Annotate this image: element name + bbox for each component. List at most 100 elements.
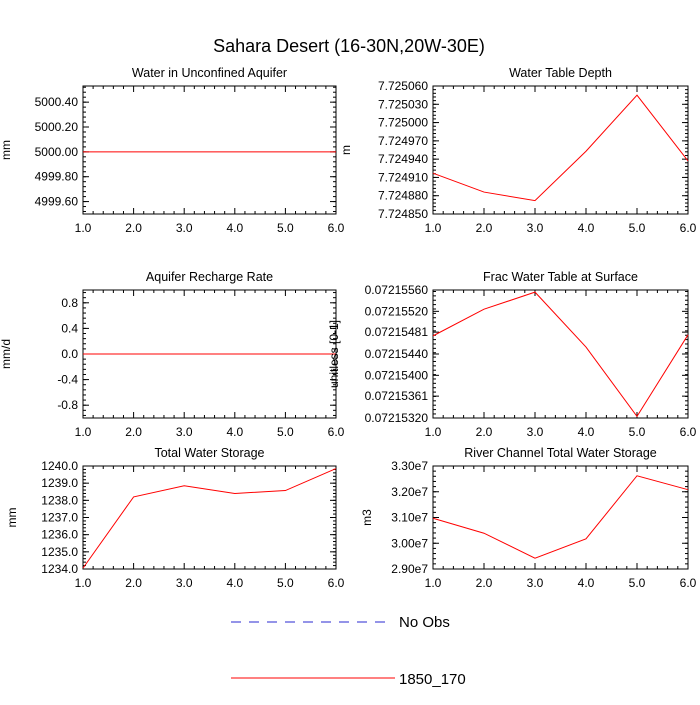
x-tick-label: 1.0: [425, 576, 442, 590]
panel-frame: [432, 289, 689, 419]
panel-title: Total Water Storage: [154, 446, 264, 460]
x-tick-label: 2.0: [125, 221, 142, 235]
y-tick-label: 0.07215440: [365, 347, 429, 361]
panel-4: Frac Water Table at Surface unitless [0-1…: [327, 270, 697, 439]
legend-label-no-obs: No Obs: [399, 614, 450, 631]
y-tick-label: 0.07215520: [365, 304, 429, 318]
y-tick-label: 2.90e7: [391, 562, 428, 576]
panel-title: Water Table Depth: [509, 66, 612, 80]
y-tick-label: 0.07215560: [365, 283, 429, 297]
x-tick-label: 1.0: [425, 425, 442, 439]
y-tick-label: 0.0: [61, 347, 78, 361]
x-tick-label: 4.0: [226, 576, 243, 590]
x-tick-label: 6.0: [680, 425, 697, 439]
y-tick-label: 3.00e7: [391, 536, 428, 550]
y-tick-label: 1236.0: [41, 528, 78, 542]
x-tick-label: 5.0: [629, 425, 646, 439]
panel-title: Water in Unconfined Aquifer: [132, 66, 287, 80]
x-tick-label: 3.0: [527, 221, 544, 235]
x-tick-label: 2.0: [125, 425, 142, 439]
y-tick-label: 3.10e7: [391, 511, 428, 525]
panel-frame: [82, 465, 337, 570]
y-tick-label: 5000.20: [35, 120, 79, 134]
x-tick-label: 1.0: [75, 576, 92, 590]
x-tick-label: 3.0: [527, 425, 544, 439]
y-axis-label: m: [339, 145, 353, 155]
y-tick-label: 1240.0: [41, 459, 78, 473]
x-tick-label: 2.0: [125, 576, 142, 590]
y-tick-label: 0.07215320: [365, 411, 429, 425]
y-tick-label: 7.725060: [378, 79, 428, 93]
y-tick-label: -0.8: [57, 398, 78, 412]
panel-title: River Channel Total Water Storage: [464, 446, 657, 460]
series-line: [82, 468, 337, 569]
x-tick-label: 6.0: [328, 221, 345, 235]
x-tick-label: 2.0: [476, 425, 493, 439]
series-line: [432, 94, 689, 202]
y-tick-label: 7.725030: [378, 97, 428, 111]
y-axis-label: mm/d: [0, 339, 13, 369]
y-tick-label: 0.07215361: [365, 389, 429, 403]
x-tick-label: 6.0: [328, 576, 345, 590]
y-tick-label: 4999.80: [35, 170, 79, 184]
x-tick-label: 3.0: [176, 576, 193, 590]
x-tick-label: 4.0: [578, 221, 595, 235]
panel-frame: [82, 85, 337, 215]
x-tick-label: 3.0: [176, 221, 193, 235]
series-line: [432, 291, 689, 418]
panel-5: Total Water Storage mm 1.0 2.0 3.0 4.0 5.0 6.0 1…: [5, 446, 345, 590]
x-tick-label: 5.0: [277, 425, 294, 439]
panel-title: Frac Water Table at Surface: [483, 270, 638, 284]
x-tick-label: 4.0: [226, 221, 243, 235]
panels: Water in Unconfined Aquifer mm 1.0 2.0 3.0 4.…: [0, 66, 697, 590]
x-tick-label: 5.0: [629, 576, 646, 590]
y-tick-label: 3.20e7: [391, 485, 428, 499]
panel-frame: [432, 85, 689, 215]
y-axis-label: mm: [5, 508, 19, 528]
x-tick-label: 1.0: [425, 221, 442, 235]
y-tick-label: 0.07215400: [365, 368, 429, 382]
y-tick-label: 1237.0: [41, 511, 78, 525]
x-tick-label: 5.0: [277, 576, 294, 590]
y-tick-label: 5000.40: [35, 95, 79, 109]
x-tick-label: 6.0: [328, 425, 345, 439]
x-tick-label: 5.0: [277, 221, 294, 235]
x-tick-label: 4.0: [226, 425, 243, 439]
y-axis-label: m3: [360, 509, 374, 526]
y-tick-label: 1235.0: [41, 545, 78, 559]
panel-3: Aquifer Recharge Rate mm/d 1.0 2.0 3.0 4.0 5.0…: [0, 270, 345, 439]
y-tick-label: 7.725000: [378, 116, 428, 130]
y-axis-label: unitless [0-1]: [327, 320, 341, 388]
figure-title: Sahara Desert (16-30N,20W-30E): [213, 36, 485, 56]
y-tick-label: -0.4: [57, 373, 78, 387]
y-tick-label: 5000.00: [35, 145, 79, 159]
y-tick-label: 7.724910: [378, 170, 428, 184]
y-tick-label: 7.724970: [378, 134, 428, 148]
y-tick-label: 7.724850: [378, 207, 428, 221]
x-tick-label: 2.0: [476, 576, 493, 590]
y-tick-label: 1239.0: [41, 476, 78, 490]
x-tick-label: 1.0: [75, 221, 92, 235]
x-tick-label: 2.0: [476, 221, 493, 235]
legend-label-run: 1850_170: [399, 671, 466, 688]
x-tick-label: 6.0: [680, 221, 697, 235]
y-tick-label: 1238.0: [41, 493, 78, 507]
panel-1: Water in Unconfined Aquifer mm 1.0 2.0 3.0 4.…: [0, 66, 345, 235]
x-tick-label: 1.0: [75, 425, 92, 439]
x-tick-label: 3.0: [176, 425, 193, 439]
x-tick-label: 5.0: [629, 221, 646, 235]
y-tick-label: 7.724940: [378, 152, 428, 166]
y-tick-label: 4999.60: [35, 195, 79, 209]
series-line: [432, 475, 689, 559]
x-tick-label: 4.0: [578, 425, 595, 439]
x-tick-label: 6.0: [680, 576, 697, 590]
y-tick-label: 0.07215481: [365, 325, 429, 339]
x-tick-label: 3.0: [527, 576, 544, 590]
panel-2: Water Table Depth m 1.0 2.0 3.0 4.0 5.0 6.0 7.72…: [339, 66, 697, 235]
y-tick-label: 7.724880: [378, 189, 428, 203]
y-tick-label: 3.30e7: [391, 459, 428, 473]
y-tick-label: 0.8: [61, 296, 78, 310]
y-tick-label: 1234.0: [41, 562, 78, 576]
panel-title: Aquifer Recharge Rate: [146, 270, 273, 284]
